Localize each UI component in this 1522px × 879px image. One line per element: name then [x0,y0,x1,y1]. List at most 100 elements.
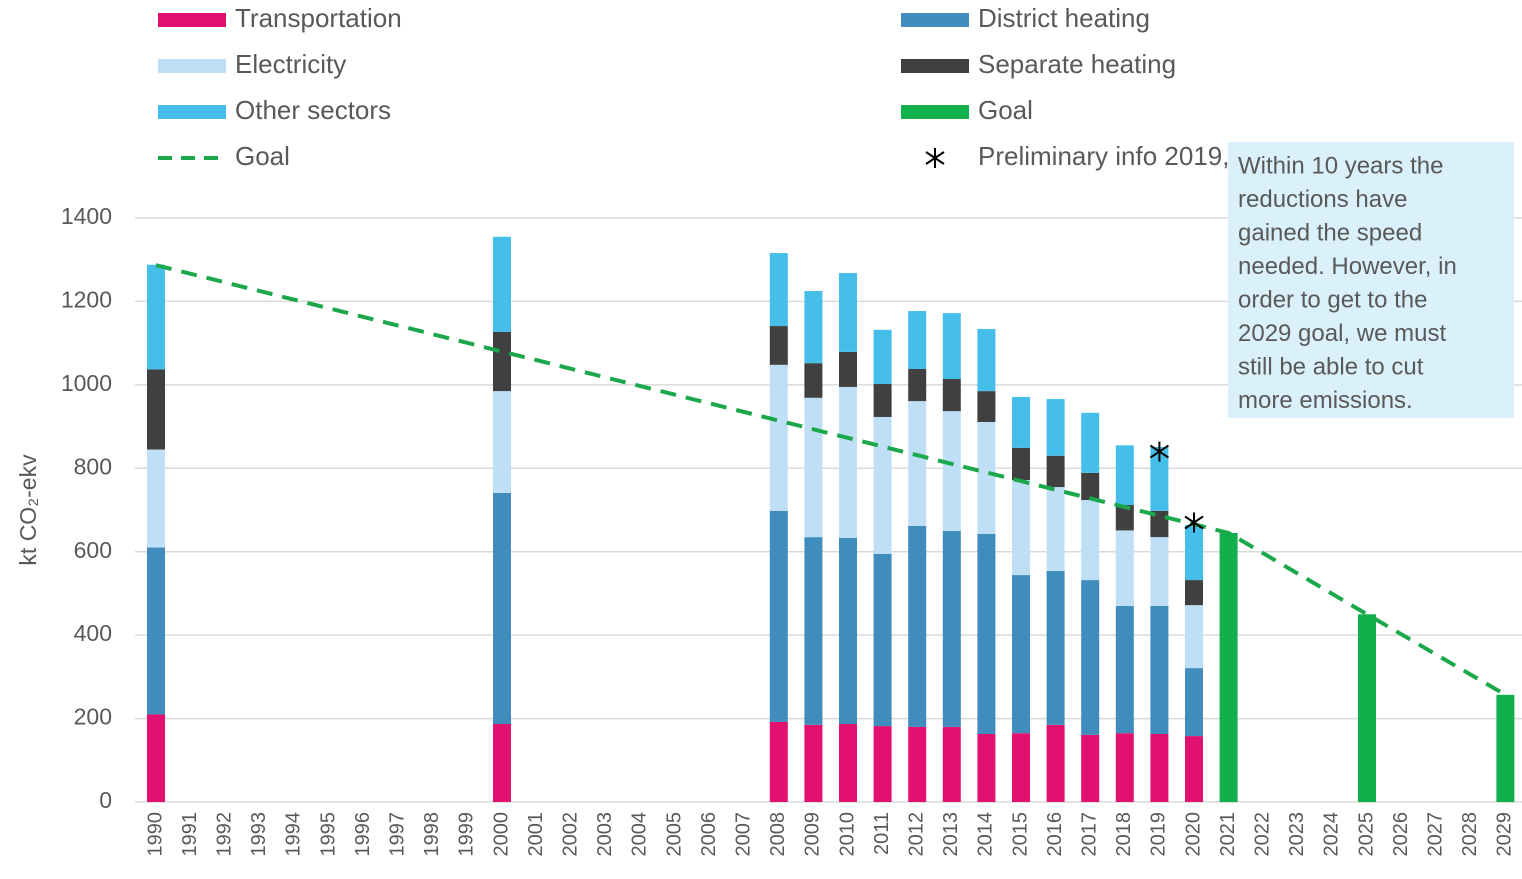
x-tick-label: 2024 [1321,812,1343,857]
star-marker [1184,512,1204,533]
bar-segment [147,714,165,802]
bar-segment [1081,580,1100,735]
x-tick-label: 2027 [1424,812,1446,857]
y-tick-label: 800 [74,453,112,479]
y-tick-label: 0 [99,787,112,813]
x-tick-label: 1997 [386,812,408,857]
x-tick-label: 2000 [490,812,512,857]
star-marker [1149,441,1169,462]
legend-swatch [901,59,969,73]
bar-segment [1150,605,1169,735]
bar-segment [977,734,996,802]
x-tick-label: 2015 [1009,812,1031,857]
bar-segment [908,525,927,727]
bar-segment [1046,455,1065,488]
bar-segment [1150,734,1169,802]
annotation-text: gained the speed [1238,219,1422,246]
legend-swatch [901,13,969,27]
x-tick-label: 2022 [1251,812,1273,857]
x-tick-label: 2013 [940,812,962,857]
x-tick-label: 2012 [905,812,927,857]
star-marker [925,148,945,168]
x-tick-label: 1996 [352,812,374,857]
bar-segment [769,721,788,802]
x-tick-label: 2019 [1148,812,1170,857]
legend-label: Separate heating [978,49,1176,79]
bar-segment [1012,447,1030,480]
bar-segment [873,726,892,802]
bar-segment [839,273,857,352]
annotation-box [1228,142,1514,418]
star-stroke [1184,515,1204,530]
x-tick-label: 1990 [144,812,166,857]
x-tick-label: 2007 [732,812,754,857]
x-tick-label: 2011 [871,812,893,855]
bar-segment [804,724,823,802]
y-tick-label: 200 [74,704,112,730]
legend-swatch [158,13,226,27]
legend-label: Electricity [235,49,346,79]
x-tick-label: 2005 [663,812,685,857]
goal-bar [1219,532,1238,802]
goal-bar [1358,614,1376,802]
y-tick-label: 600 [74,537,112,563]
bar-segment [1150,537,1169,606]
annotation-text: Within 10 years the [1238,152,1443,179]
bar-segment [147,547,165,715]
bar-segment [804,363,823,398]
bar-segment [1012,733,1030,802]
goal-bar [1496,694,1515,802]
annotation-text: order to get to the [1238,286,1427,313]
x-tick-label: 1998 [421,812,443,857]
bar-segment [1115,733,1134,802]
bar-segment [1185,580,1203,606]
bar-segment [1185,668,1203,737]
bar-segment [839,386,857,538]
bar-segment [1185,736,1203,802]
bar-segment [1185,605,1203,669]
legend-label: District heating [978,3,1150,33]
legend-label: Transportation [235,3,402,33]
bar-segment [977,328,996,392]
x-tick-label: 2023 [1286,812,1308,857]
bar-segment [908,369,927,402]
bar-segment [1081,412,1100,473]
x-tick-label: 2009 [802,812,824,857]
x-tick-label: 2025 [1355,812,1377,857]
legend-label: Goal [978,95,1033,125]
legend-swatch [158,59,226,73]
legend-label: Goal [235,141,290,171]
bar-segment [804,291,823,364]
bar-segment [873,416,892,554]
star-stroke [1149,444,1169,459]
bar-segment [1081,499,1100,581]
bar-segment [769,364,788,511]
bar-segment [1185,525,1203,581]
x-tick-label: 2002 [559,812,581,857]
x-tick-label: 1991 [179,812,201,857]
x-tick-label: 2016 [1044,812,1066,857]
bar-segment [942,726,961,802]
legend-swatch [158,105,226,119]
bar-segment [1150,510,1169,538]
bar-segment [804,537,823,725]
legend-swatch [901,105,969,119]
bar-segment [493,492,511,724]
y-tick-label: 1000 [61,370,112,396]
annotation-text: still be able to cut [1238,353,1424,380]
bar-segment [493,723,511,802]
x-tick-label: 1993 [248,812,270,857]
bar-segment [1046,399,1065,456]
bar-segment [1115,504,1134,531]
bar-segment [873,553,892,727]
bar-segment [1046,487,1065,571]
bar-segment [839,723,857,802]
star-stroke [925,151,945,165]
bar-segment [839,537,857,724]
y-tick-label: 1200 [61,287,112,313]
bar-segment [1046,570,1065,725]
x-tick-label: 2001 [525,812,547,857]
bar-segment [769,326,788,365]
bar-segment [769,510,788,722]
x-tick-label: 2018 [1113,812,1135,857]
